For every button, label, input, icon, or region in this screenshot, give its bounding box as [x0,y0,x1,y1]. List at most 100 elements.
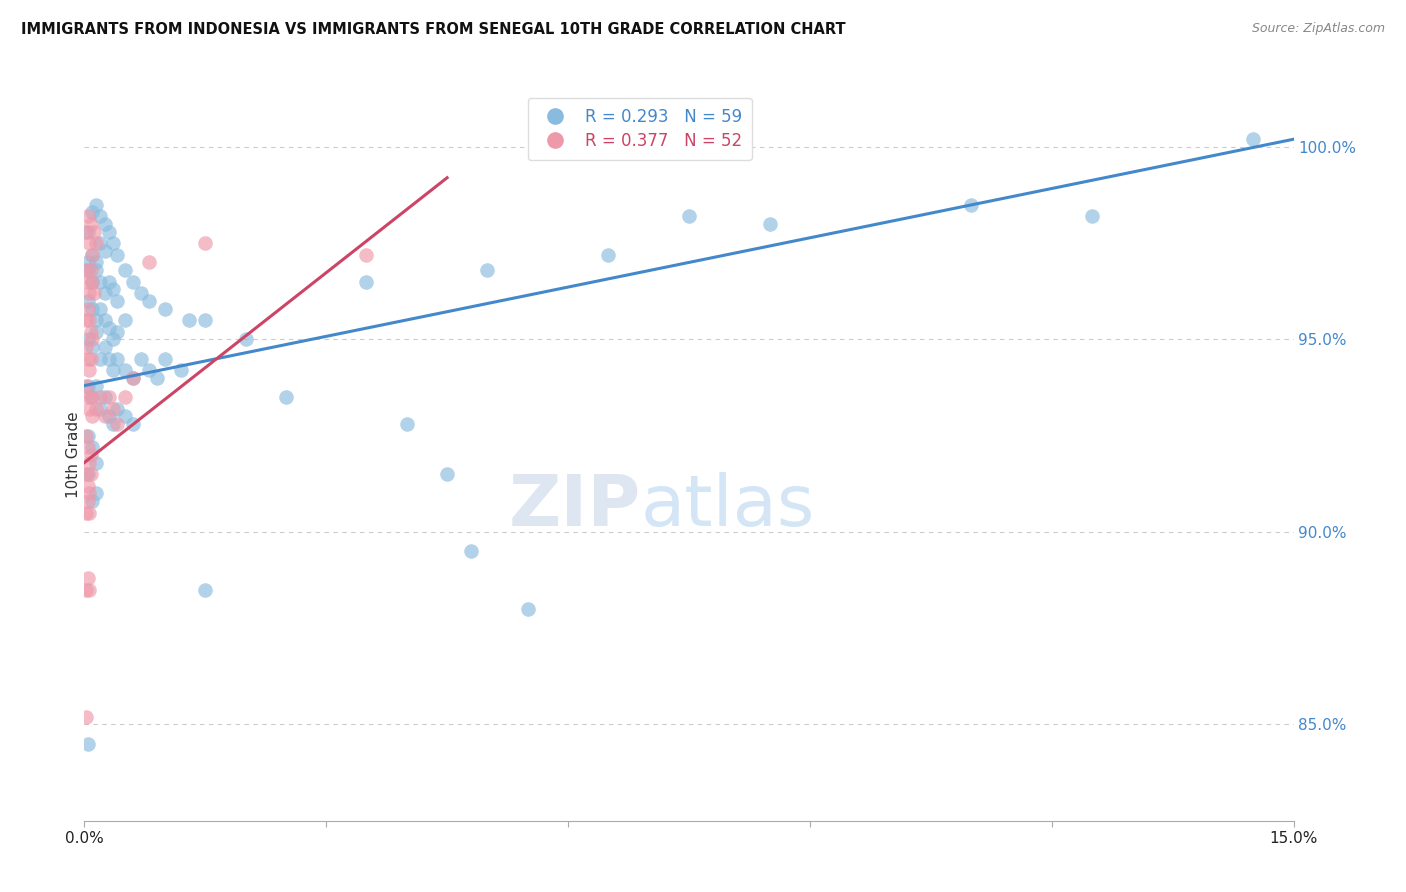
Point [82,440,104,454]
Point [93,313,115,327]
Point [80,217,103,231]
Point [170,363,193,377]
Point [194,236,217,251]
Point [89,209,111,223]
Point [101,401,124,416]
Point [356,275,378,289]
Point [89,236,111,251]
Point [274,390,297,404]
Point [76,301,98,316]
Point [77,236,100,251]
Point [80,351,103,366]
Text: ZIP: ZIP [509,472,641,541]
Point [114,409,136,424]
Point [77,363,100,377]
Point [105,325,128,339]
Point [75,378,97,392]
Point [77,582,100,597]
Point [114,313,136,327]
Point [75,225,97,239]
Point [93,409,115,424]
Point [101,236,124,251]
Point [97,321,120,335]
Point [477,263,499,277]
Point [77,456,100,470]
Point [82,390,104,404]
Point [77,263,100,277]
Point [436,467,458,482]
Point [82,275,104,289]
Point [356,248,378,262]
Point [460,544,482,558]
Point [77,378,100,392]
Point [93,286,115,301]
Point [77,333,100,347]
Point [194,313,217,327]
Point [97,225,120,239]
Point [93,244,115,258]
Point [82,494,104,508]
Point [82,275,104,289]
Point [89,301,111,316]
Point [75,582,97,597]
Point [101,282,124,296]
Point [101,363,124,377]
Point [89,351,111,366]
Point [93,340,115,354]
Point [75,709,97,723]
Point [105,248,128,262]
Point [89,275,111,289]
Point [395,417,418,431]
Point [80,325,103,339]
Point [82,248,104,262]
Point [86,313,108,327]
Point [153,351,176,366]
Point [105,401,128,416]
Text: atlas: atlas [641,472,815,541]
Point [80,467,103,482]
Point [101,417,124,431]
Point [86,401,108,416]
Point [86,456,108,470]
Point [77,286,100,301]
Point [82,333,104,347]
Point [194,582,217,597]
Point [598,248,620,262]
Point [93,217,115,231]
Point [76,494,98,508]
Point [77,401,100,416]
Point [83,225,105,239]
Point [114,390,136,404]
Point [76,351,98,366]
Point [138,363,160,377]
Point [75,340,97,354]
Point [75,313,97,327]
Point [114,363,136,377]
Point [80,390,103,404]
Point [97,275,120,289]
Point [121,371,143,385]
Point [76,571,98,585]
Point [516,602,538,616]
Point [960,197,983,211]
Point [114,263,136,277]
Point [82,409,104,424]
Point [97,409,120,424]
Point [97,351,120,366]
Point [97,390,120,404]
Point [153,301,176,316]
Point [86,325,108,339]
Point [89,390,111,404]
Point [129,286,152,301]
Point [77,428,100,442]
Point [146,371,169,385]
Point [77,255,100,269]
Point [121,371,143,385]
Text: Source: ZipAtlas.com: Source: ZipAtlas.com [1251,22,1385,36]
Y-axis label: 10th Grade: 10th Grade [66,411,80,499]
Point [121,275,143,289]
Point [82,248,104,262]
Point [77,225,100,239]
Point [86,255,108,269]
Point [758,217,780,231]
